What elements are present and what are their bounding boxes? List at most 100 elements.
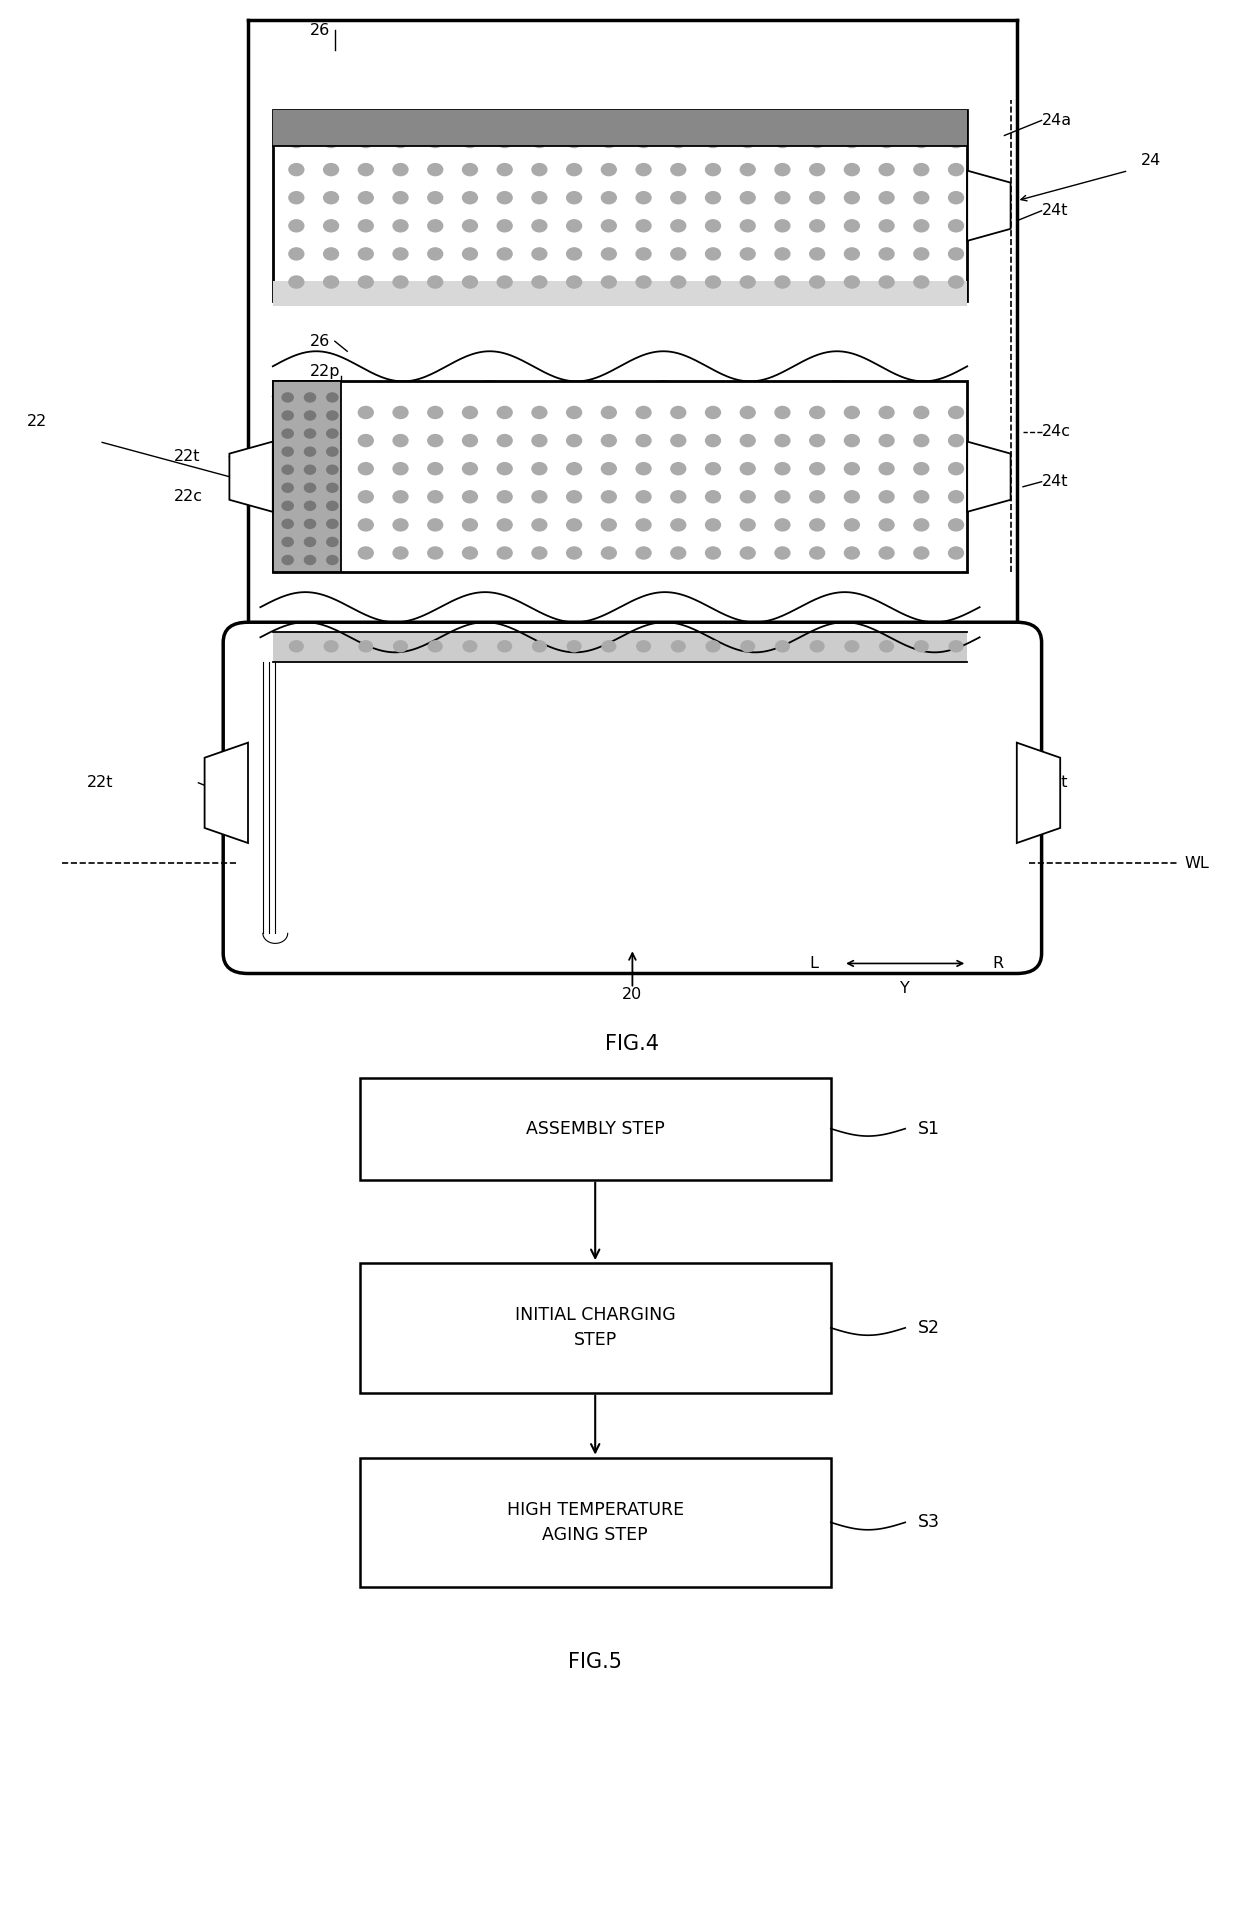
Circle shape <box>775 546 790 560</box>
Circle shape <box>497 434 512 446</box>
Circle shape <box>671 276 686 288</box>
Circle shape <box>289 546 304 560</box>
Circle shape <box>393 434 408 446</box>
Polygon shape <box>205 743 248 843</box>
Circle shape <box>949 490 963 504</box>
Circle shape <box>740 135 755 147</box>
Text: 24t: 24t <box>1042 203 1068 218</box>
Text: S3: S3 <box>918 1513 940 1530</box>
Text: 24a: 24a <box>1042 114 1071 127</box>
Circle shape <box>846 641 859 652</box>
Circle shape <box>810 407 825 419</box>
Circle shape <box>324 519 339 531</box>
Circle shape <box>914 434 929 446</box>
Circle shape <box>358 546 373 560</box>
Circle shape <box>949 164 963 176</box>
Circle shape <box>844 191 859 205</box>
Circle shape <box>327 537 337 546</box>
Circle shape <box>532 407 547 419</box>
Circle shape <box>879 191 894 205</box>
Circle shape <box>283 537 293 546</box>
Circle shape <box>283 482 293 492</box>
Text: S2: S2 <box>918 1318 940 1337</box>
Circle shape <box>706 519 720 531</box>
Circle shape <box>305 502 315 510</box>
Circle shape <box>879 490 894 504</box>
Circle shape <box>305 411 315 421</box>
Circle shape <box>879 434 894 446</box>
Circle shape <box>949 247 963 261</box>
Circle shape <box>358 463 373 475</box>
Circle shape <box>567 191 582 205</box>
Circle shape <box>740 407 755 419</box>
Circle shape <box>775 407 790 419</box>
Circle shape <box>463 191 477 205</box>
Bar <box>273 633 967 662</box>
Bar <box>273 110 967 301</box>
Circle shape <box>305 394 315 401</box>
Circle shape <box>463 434 477 446</box>
Circle shape <box>289 164 304 176</box>
Circle shape <box>393 135 408 147</box>
Text: 22t: 22t <box>174 450 200 463</box>
Circle shape <box>636 220 651 232</box>
Circle shape <box>810 220 825 232</box>
Circle shape <box>325 641 337 652</box>
Circle shape <box>601 407 616 419</box>
Circle shape <box>327 448 337 455</box>
Circle shape <box>810 463 825 475</box>
Bar <box>273 382 341 571</box>
Circle shape <box>428 546 443 560</box>
Circle shape <box>879 220 894 232</box>
Circle shape <box>844 164 859 176</box>
Circle shape <box>463 490 477 504</box>
Circle shape <box>358 434 373 446</box>
Circle shape <box>844 407 859 419</box>
Circle shape <box>532 434 547 446</box>
FancyBboxPatch shape <box>223 621 1042 973</box>
Polygon shape <box>967 170 1011 241</box>
Circle shape <box>463 276 477 288</box>
Circle shape <box>880 641 893 652</box>
Circle shape <box>289 641 303 652</box>
Circle shape <box>601 546 616 560</box>
Circle shape <box>949 434 963 446</box>
Circle shape <box>283 394 293 401</box>
Circle shape <box>327 482 337 492</box>
Circle shape <box>636 490 651 504</box>
Circle shape <box>671 434 686 446</box>
Circle shape <box>740 191 755 205</box>
Bar <box>360 1077 831 1179</box>
Text: 26: 26 <box>310 23 330 37</box>
Circle shape <box>327 519 337 529</box>
Circle shape <box>532 164 547 176</box>
Circle shape <box>636 164 651 176</box>
Circle shape <box>742 641 754 652</box>
Circle shape <box>289 220 304 232</box>
Circle shape <box>428 220 443 232</box>
Circle shape <box>324 247 339 261</box>
Circle shape <box>283 411 293 421</box>
Circle shape <box>636 247 651 261</box>
Circle shape <box>671 247 686 261</box>
Text: Y: Y <box>900 980 910 996</box>
Circle shape <box>636 519 651 531</box>
Circle shape <box>810 490 825 504</box>
Polygon shape <box>967 442 1011 511</box>
Circle shape <box>879 164 894 176</box>
Circle shape <box>567 463 582 475</box>
Circle shape <box>428 191 443 205</box>
Circle shape <box>289 434 304 446</box>
Circle shape <box>810 546 825 560</box>
Circle shape <box>603 641 616 652</box>
Circle shape <box>810 135 825 147</box>
Circle shape <box>775 434 790 446</box>
Circle shape <box>429 641 441 652</box>
Circle shape <box>567 407 582 419</box>
Circle shape <box>671 519 686 531</box>
Circle shape <box>428 407 443 419</box>
Circle shape <box>844 434 859 446</box>
Text: R: R <box>992 955 1003 971</box>
Bar <box>273 282 967 307</box>
Circle shape <box>327 428 337 438</box>
